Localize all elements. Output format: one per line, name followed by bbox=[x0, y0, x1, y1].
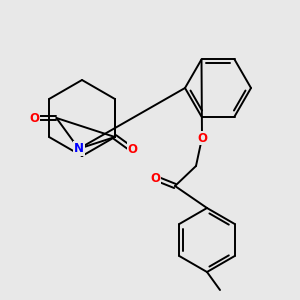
Text: N: N bbox=[74, 142, 84, 155]
Text: O: O bbox=[128, 143, 138, 156]
Text: O: O bbox=[197, 131, 207, 145]
Text: O: O bbox=[29, 112, 39, 124]
Text: O: O bbox=[150, 172, 160, 184]
